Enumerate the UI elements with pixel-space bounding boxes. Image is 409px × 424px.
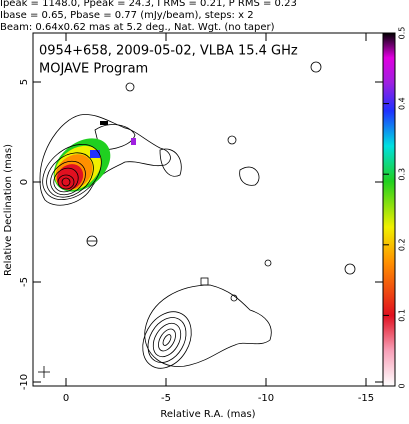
- header-line: Beam: 0.64x0.62 mas at 5.2 deg., Nat. Wg…: [0, 22, 275, 33]
- y-axis-label: Relative Declination (mas): [3, 144, 14, 276]
- y-tick-label: 5: [19, 79, 30, 85]
- x-tick-label: -10: [258, 393, 274, 404]
- y-tick-label: -10: [19, 374, 30, 390]
- header-line: Ipeak = 1148.0, Ppeak = 24.3, I RMS = 0.…: [0, 0, 297, 9]
- colorbar-tick-label: 0.3: [398, 168, 407, 181]
- x-tick-label: -5: [161, 393, 171, 404]
- colorbar: [382, 32, 396, 387]
- plot-frame: [32, 32, 384, 387]
- colorbar-tick-label: 0.4: [398, 97, 407, 110]
- x-tick-label: 0: [63, 393, 69, 404]
- header-line: Ibase = 0.65, Pbase = 0.77 (mJy/beam), s…: [0, 10, 254, 21]
- y-tick-label: 0: [19, 179, 30, 185]
- x-tick-label: -15: [358, 393, 374, 404]
- colorbar-tick-label: 0.2: [398, 238, 407, 251]
- x-axis-label: Relative R.A. (mas): [160, 409, 255, 420]
- subtitle: MOJAVE Program: [39, 62, 148, 77]
- title: 0954+658, 2009-05-02, VLBA 15.4 GHz: [39, 44, 298, 59]
- contours: [38, 61, 356, 378]
- colorbar-tick-label: 0: [398, 383, 407, 388]
- colorbar-tick-label: 0.5: [398, 27, 407, 40]
- colorbar-tick-label: 0.1: [398, 309, 407, 322]
- y-tick-label: -5: [19, 277, 30, 287]
